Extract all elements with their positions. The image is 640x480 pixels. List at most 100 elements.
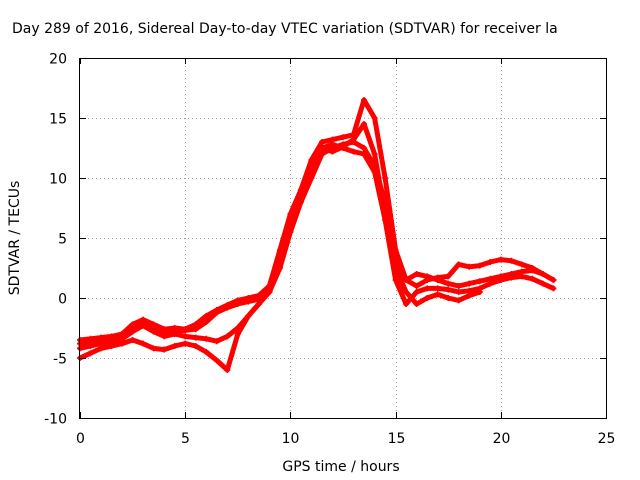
data-point	[255, 292, 262, 299]
data-point	[382, 175, 389, 181]
data-point	[529, 275, 536, 282]
data-point	[255, 301, 262, 307]
series-line	[77, 139, 556, 347]
plot-frame	[79, 58, 607, 419]
data-point	[182, 340, 189, 347]
data-point	[455, 261, 462, 268]
data-point	[224, 367, 231, 373]
data-point	[213, 338, 220, 345]
data-point	[350, 148, 357, 155]
data-point	[129, 328, 136, 335]
data-point	[98, 345, 104, 352]
data-point	[161, 333, 168, 340]
data-point	[361, 151, 367, 157]
series-layer	[77, 97, 557, 373]
y-tick-label: 20	[49, 52, 67, 68]
data-point	[224, 302, 231, 309]
data-point	[182, 326, 189, 333]
data-point	[413, 283, 420, 289]
data-point	[539, 280, 546, 287]
data-point	[119, 340, 126, 347]
data-point	[350, 131, 357, 138]
data-point	[150, 328, 157, 335]
x-tick-label: 10	[282, 431, 300, 447]
data-point	[87, 335, 94, 342]
data-point	[192, 321, 199, 328]
data-point	[434, 285, 441, 292]
data-point	[361, 121, 367, 127]
data-point	[371, 151, 378, 157]
x-tick-label: 20	[493, 431, 511, 447]
data-point	[361, 145, 367, 151]
x-tick-label: 5	[181, 431, 190, 447]
data-point	[445, 273, 452, 280]
data-point	[487, 259, 494, 265]
chart-title: Day 289 of 2016, Sidereal Day-to-day VTE…	[12, 21, 558, 37]
data-point	[340, 134, 346, 141]
y-tick-label: -10	[44, 412, 67, 428]
data-point	[171, 325, 178, 331]
series-line	[77, 141, 556, 351]
data-point	[518, 273, 525, 280]
series-trace-4	[77, 97, 557, 343]
data-point	[192, 334, 199, 341]
data-point	[203, 335, 210, 342]
data-point	[539, 271, 546, 277]
data-point	[108, 333, 115, 340]
data-point	[413, 271, 420, 277]
data-point	[140, 322, 147, 329]
y-tick-label: 10	[49, 172, 67, 188]
data-point	[424, 295, 431, 301]
data-point	[182, 333, 189, 340]
data-point	[213, 307, 220, 313]
data-point	[466, 280, 473, 287]
data-point	[476, 278, 483, 285]
data-point	[466, 263, 473, 270]
data-point	[518, 261, 525, 268]
data-point	[297, 187, 304, 193]
data-point	[403, 301, 410, 307]
data-point	[245, 313, 252, 319]
data-point	[203, 319, 210, 325]
data-point	[445, 280, 452, 287]
data-point	[550, 285, 557, 292]
data-point	[434, 274, 441, 281]
data-point	[392, 277, 399, 283]
data-point	[192, 343, 199, 349]
data-point	[329, 136, 336, 143]
data-point	[445, 295, 452, 301]
data-point	[150, 345, 157, 352]
data-point	[340, 143, 346, 150]
grid	[80, 58, 606, 418]
data-point	[287, 217, 294, 223]
data-point	[392, 247, 399, 253]
data-point	[171, 331, 178, 337]
data-point	[329, 148, 336, 155]
data-point	[529, 265, 536, 271]
data-point	[413, 289, 420, 295]
data-point	[413, 301, 420, 307]
x-axis-ticks: 0 5 10 15 20 25	[76, 58, 615, 447]
y-axis-ticks: -10 -5 0 5 10 15 20	[44, 52, 606, 428]
data-point	[171, 343, 178, 349]
data-point	[403, 277, 410, 283]
data-point	[245, 295, 252, 301]
data-point	[424, 285, 431, 292]
data-point	[424, 277, 431, 283]
data-point	[98, 334, 104, 341]
data-point	[150, 321, 157, 328]
data-point	[87, 343, 94, 349]
x-axis-label: GPS time / hours	[282, 459, 399, 475]
y-tick-label: 0	[58, 292, 67, 308]
data-point	[497, 256, 504, 263]
data-point	[119, 331, 126, 337]
data-point	[497, 277, 504, 283]
y-tick-label: 5	[58, 232, 67, 248]
data-point	[161, 346, 168, 353]
y-tick-label: -5	[53, 352, 67, 368]
data-point	[203, 313, 210, 319]
x-tick-label: 15	[388, 431, 406, 447]
data-point	[455, 297, 462, 304]
data-point	[234, 331, 241, 337]
